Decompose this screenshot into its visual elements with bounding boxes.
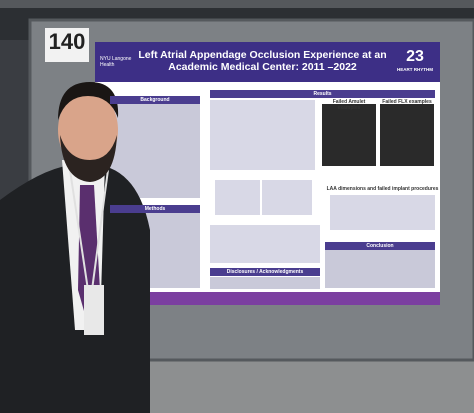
- hair: [58, 82, 119, 120]
- section-header: Failed Amulet examples: [332, 99, 366, 111]
- poster-header: [95, 42, 440, 82]
- section-header: Failed FLX examples: [382, 99, 432, 105]
- chart-panels: [210, 100, 435, 263]
- ceiling-beam: [0, 0, 474, 8]
- section-header: Background: [110, 96, 200, 104]
- sign-number: 140: [48, 29, 86, 54]
- image-panels: [322, 104, 434, 166]
- logo-label: HEART RHYTHM: [397, 67, 433, 72]
- lanyard: [69, 169, 109, 291]
- section-header: LAA dimensions and failed implant proced…: [326, 186, 439, 192]
- section-header: Conclusion: [325, 242, 435, 250]
- badge: [84, 285, 104, 335]
- section-header: Disclosures / Acknowledgments: [210, 268, 320, 276]
- number-sign: [45, 28, 89, 62]
- beard: [60, 135, 117, 182]
- poster-title: Left Atrial Appendage Occlusion Experien…: [138, 49, 387, 73]
- section-header: Methods: [110, 205, 200, 213]
- poster-footer: [95, 292, 440, 305]
- logo-number: 23: [406, 48, 424, 65]
- face: [58, 90, 118, 170]
- logo-left: NYU Langone Health: [100, 56, 132, 68]
- section-header: Results: [210, 90, 435, 98]
